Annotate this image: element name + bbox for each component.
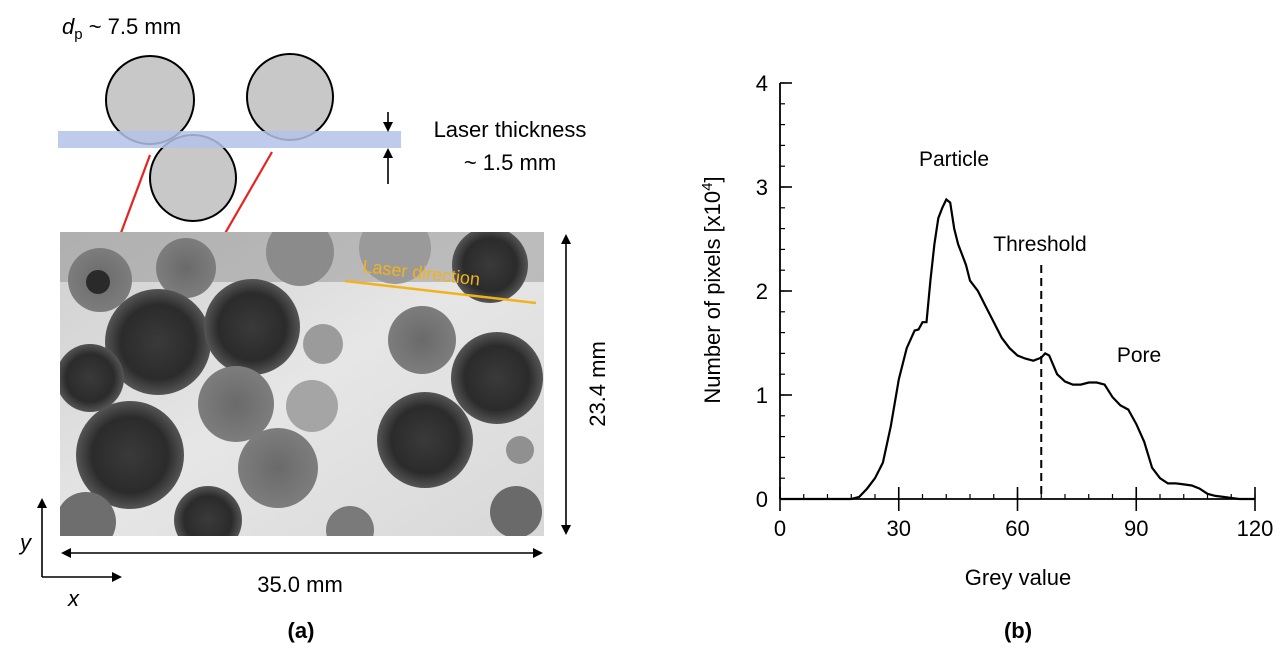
panel-a: dp ~ 7.5 mm Laser thickness ~ 1.5 mm — [18, 14, 610, 643]
y-tick-label: 3 — [756, 175, 768, 200]
y-axis-title: Number of pixels [x104] — [699, 176, 725, 403]
width-label: 35.0 mm — [257, 572, 343, 597]
caption-b: (b) — [1004, 618, 1032, 643]
x-axis-title: Grey value — [965, 565, 1071, 590]
particle-circle — [246, 53, 334, 141]
particle-diameter-label: dp ~ 7.5 mm — [62, 14, 181, 43]
particle-image — [60, 232, 544, 536]
x-tick-label: 120 — [1237, 516, 1274, 541]
x-tick-label: 30 — [887, 516, 911, 541]
x-tick-label: 90 — [1124, 516, 1148, 541]
pore-annotation: Pore — [1117, 344, 1161, 367]
laser-thickness-line1: Laser thickness — [434, 117, 587, 142]
laser-sheet — [58, 131, 401, 148]
x-tick-label: 0 — [774, 516, 786, 541]
x-tick-label: 60 — [1005, 516, 1029, 541]
caption-a: (a) — [288, 618, 315, 643]
threshold-annotation: Threshold — [993, 233, 1086, 256]
laser-thickness-line2: ~ 1.5 mm — [464, 150, 556, 175]
chart-axes: 0 30 60 90 120 0 1 2 3 4 — [756, 71, 1274, 541]
y-tick-label: 4 — [756, 71, 768, 96]
series-line — [780, 197, 1255, 501]
height-label: 23.4 mm — [585, 341, 610, 427]
axis-x-label: x — [67, 586, 80, 611]
y-tick-label: 2 — [756, 279, 768, 304]
particle-annotation: Particle — [919, 148, 989, 171]
particle-circle — [105, 55, 195, 145]
y-tick-label: 0 — [756, 487, 768, 512]
y-tick-label: 1 — [756, 383, 768, 408]
axis-y-label: y — [18, 530, 33, 555]
